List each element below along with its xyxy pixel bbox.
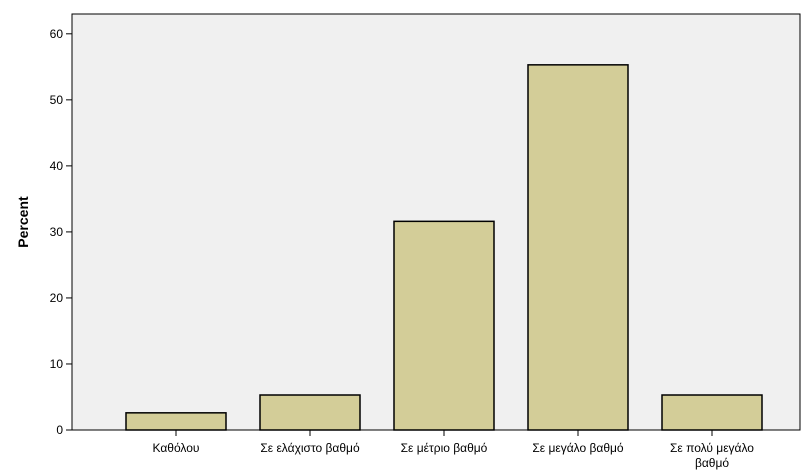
bars-group — [125, 64, 763, 431]
x-axis: Καθόλου Σε ελάχιστο βαθμό Σε μέτριο βαθμό Σ… — [153, 430, 754, 470]
bar — [661, 394, 763, 431]
bar — [259, 394, 361, 431]
y-tick-label: 40 — [50, 159, 64, 173]
x-tick-label: Σε μέτριο βαθμό — [401, 441, 488, 455]
y-tick-label: 20 — [50, 291, 64, 305]
y-tick-label: 30 — [50, 225, 64, 239]
y-axis: 0 10 20 30 40 50 60 — [50, 27, 72, 437]
x-tick-label: Καθόλου — [153, 441, 200, 455]
x-tick-label: Σε μεγάλο βαθμό — [532, 441, 624, 455]
y-tick-label: 0 — [56, 423, 63, 437]
y-axis-title: Percent — [15, 196, 31, 248]
y-tick-label: 50 — [50, 93, 64, 107]
bar — [125, 412, 227, 431]
x-tick-label: Σε ελάχιστο βαθμό — [260, 441, 360, 455]
bar — [527, 64, 629, 431]
bar — [393, 220, 495, 431]
y-tick-label: 60 — [50, 27, 64, 41]
x-tick-label: βαθμό — [695, 456, 729, 470]
x-tick-label: Σε πολύ μεγάλο — [670, 441, 754, 455]
y-tick-label: 10 — [50, 357, 64, 371]
